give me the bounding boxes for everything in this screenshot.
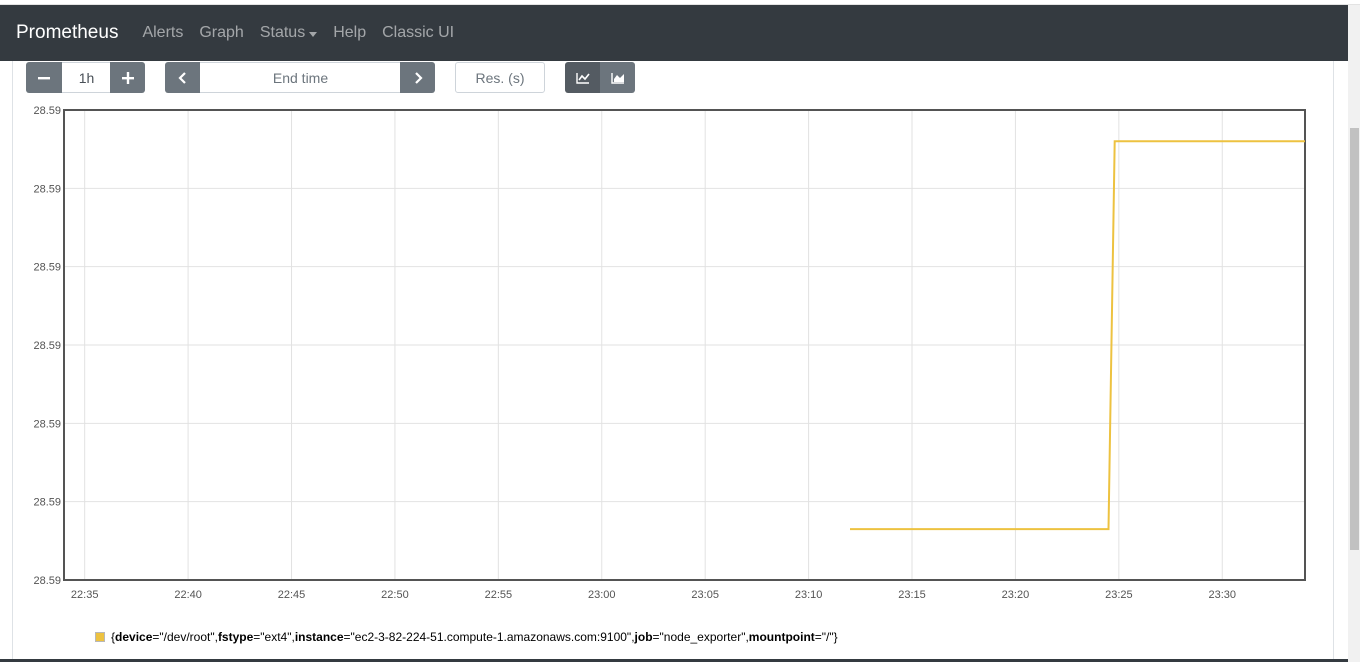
x-tick-label: 22:50 (381, 589, 409, 601)
line-chart-mode-button[interactable] (565, 62, 600, 93)
decrease-range-button[interactable] (26, 62, 62, 93)
legend-value-fstype: ="ext4", (253, 630, 295, 644)
stacked-chart-mode-button[interactable] (600, 62, 635, 93)
x-tick-label: 22:45 (278, 589, 306, 601)
legend-key-instance: instance (294, 630, 344, 644)
x-tick-label: 23:25 (1105, 589, 1133, 601)
scrollbar-thumb[interactable] (1350, 128, 1359, 550)
resolution-input[interactable]: Res. (s) (455, 62, 545, 93)
minus-icon (38, 76, 50, 79)
bottom-taskbar-edge (0, 659, 1348, 662)
x-tick-label: 23:00 (588, 589, 616, 601)
x-tick-label: 22:55 (485, 589, 513, 601)
plot-border (63, 109, 1306, 581)
nav-help[interactable]: Help (333, 24, 367, 41)
series-line (850, 140, 1305, 531)
x-tick-label: 23:15 (898, 589, 926, 601)
x-tick-label: 23:05 (691, 589, 719, 601)
increase-range-button[interactable] (110, 62, 145, 93)
line-chart-icon (575, 72, 590, 84)
chevron-left-icon (178, 71, 186, 84)
y-tick-label: 28.59 (33, 262, 61, 274)
end-time-input[interactable]: End time (200, 62, 401, 93)
x-tick-label: 23:20 (1002, 589, 1030, 601)
legend-value-device: ="/dev/root", (152, 630, 218, 644)
legend-value-job: ="node_exporter", (652, 630, 749, 644)
plus-icon (121, 71, 134, 84)
legend-key-device: device (115, 630, 153, 644)
nav-status[interactable]: Status (259, 24, 318, 42)
navbar: Prometheus Alerts Graph Status Help Clas… (0, 5, 1348, 61)
top-strip (0, 0, 1360, 5)
legend-key-mountpoint: mountpoint (748, 630, 815, 644)
x-tick-label: 22:35 (71, 589, 99, 601)
legend: { device ="/dev/root", fstype ="ext4", ins… (95, 630, 838, 644)
nav-graph[interactable]: Graph (199, 24, 244, 41)
y-tick-label: 28.59 (33, 183, 61, 195)
time-back-button[interactable] (165, 62, 201, 93)
legend-open-brace: { (111, 630, 116, 644)
y-tick-label: 28.59 (33, 418, 61, 430)
chevron-right-icon (414, 71, 423, 84)
nav-alerts[interactable]: Alerts (142, 24, 184, 41)
x-tick-label: 22:40 (174, 589, 202, 601)
time-series-chart[interactable]: 28.59 28.59 28.59 28.59 28.59 28.59 28.59 22:35… (0, 100, 1340, 610)
nav-status-label: Status (259, 24, 306, 41)
graph-controls: 1h End time Res. (s) (0, 62, 1348, 94)
legend-close-brace: } (833, 630, 838, 644)
brand-link[interactable]: Prometheus (16, 22, 119, 43)
legend-value-instance: ="ec2-3-82-224-51.compute-1.amazonaws.co… (343, 630, 635, 644)
graph-panel (12, 61, 1334, 662)
legend-swatch-color (96, 633, 104, 641)
y-tick-label: 28.59 (33, 105, 61, 117)
range-input[interactable]: 1h (62, 62, 111, 93)
stacked-chart-icon (610, 72, 624, 84)
caret-down-icon (309, 31, 318, 37)
y-tick-label: 28.59 (33, 340, 61, 352)
legend-key-job: job (634, 630, 653, 644)
y-tick-label: 28.59 (33, 497, 61, 509)
time-forward-button[interactable] (400, 62, 435, 93)
legend-swatch[interactable] (95, 632, 105, 642)
y-tick-label: 28.59 (33, 575, 61, 587)
legend-value-mountpoint: ="/" (814, 630, 834, 644)
x-tick-label: 23:30 (1209, 589, 1237, 601)
x-tick-label: 23:10 (795, 589, 823, 601)
nav-classic-ui[interactable]: Classic UI (382, 24, 455, 41)
legend-key-fstype: fstype (217, 630, 254, 644)
